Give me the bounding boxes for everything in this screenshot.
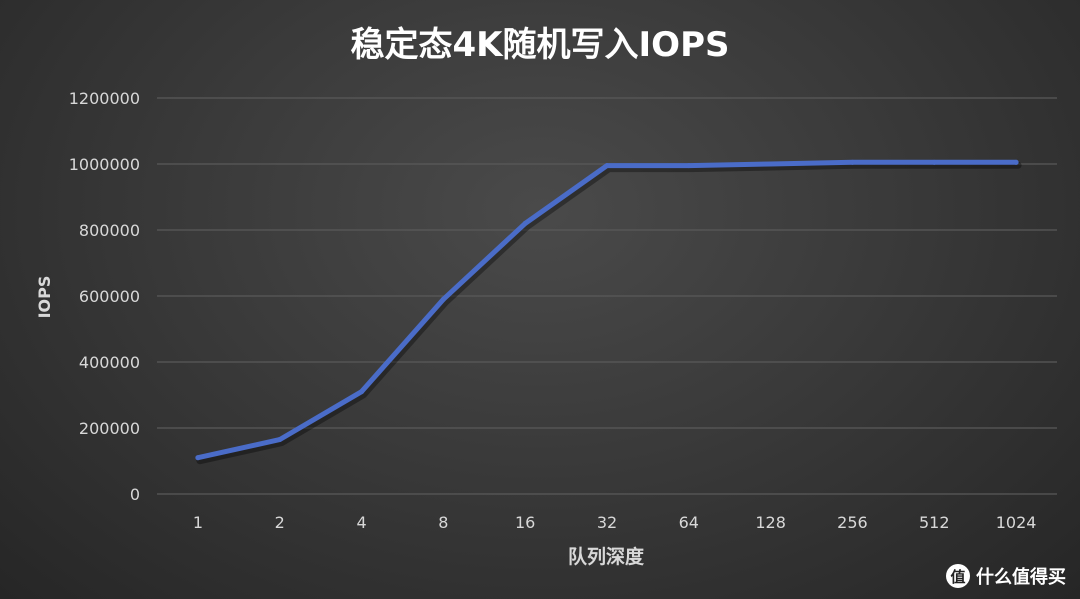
data-point bbox=[195, 455, 201, 461]
data-point bbox=[686, 163, 692, 169]
data-point bbox=[277, 437, 283, 443]
x-tick-label: 1024 bbox=[996, 513, 1037, 532]
x-tick-label: 2 bbox=[275, 513, 285, 532]
watermark: 值 什么值得买 bbox=[946, 563, 1066, 589]
x-axis-label: 队列深度 bbox=[568, 545, 645, 568]
y-axis-ticks: 0 200000 400000 600000 800000 1000000 1200000 bbox=[69, 89, 140, 504]
data-point bbox=[931, 159, 937, 165]
watermark-text: 什么值得买 bbox=[976, 567, 1066, 588]
x-tick-label: 32 bbox=[597, 513, 617, 532]
y-tick-label: 1200000 bbox=[69, 89, 140, 108]
x-tick-label: 4 bbox=[356, 513, 366, 532]
x-tick-label: 256 bbox=[837, 513, 868, 532]
x-tick-label: 16 bbox=[515, 513, 535, 532]
y-tick-label: 1000000 bbox=[69, 155, 140, 174]
data-point bbox=[522, 220, 528, 226]
series-line-shadow bbox=[196, 161, 1022, 465]
y-tick-label: 800000 bbox=[79, 221, 140, 240]
series-line bbox=[195, 159, 1019, 461]
series-layer bbox=[195, 159, 1022, 465]
x-tick-label: 512 bbox=[919, 513, 950, 532]
data-point bbox=[1013, 159, 1019, 165]
y-tick-label: 600000 bbox=[79, 287, 140, 306]
x-tick-label: 1 bbox=[193, 513, 203, 532]
y-tick-label: 200000 bbox=[79, 419, 140, 438]
data-point bbox=[768, 161, 774, 167]
x-axis-ticks: 1 2 4 8 16 32 64 128 256 512 1024 bbox=[193, 513, 1037, 532]
data-point bbox=[359, 389, 365, 395]
y-axis-label: IOPS bbox=[35, 276, 54, 319]
x-tick-label: 8 bbox=[438, 513, 448, 532]
x-tick-label: 128 bbox=[755, 513, 786, 532]
data-point bbox=[440, 296, 446, 302]
data-point bbox=[604, 163, 610, 169]
data-point bbox=[849, 159, 855, 165]
x-tick-label: 64 bbox=[679, 513, 699, 532]
y-tick-label: 400000 bbox=[79, 353, 140, 372]
y-tick-label: 0 bbox=[130, 485, 140, 504]
chart-title: 稳定态4K随机写入IOPS bbox=[351, 25, 730, 65]
watermark-logo-icon: 值 bbox=[946, 564, 970, 588]
